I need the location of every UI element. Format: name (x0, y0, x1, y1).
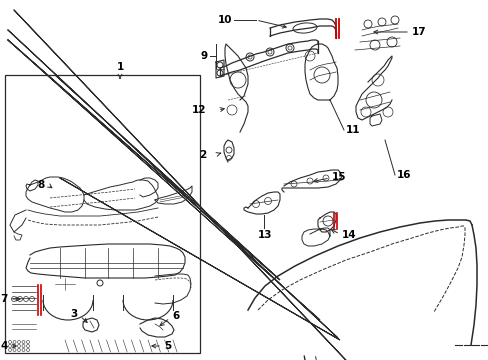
Text: 3: 3 (71, 309, 78, 319)
Text: 5: 5 (163, 341, 171, 351)
Text: 6: 6 (172, 311, 179, 321)
Text: 13: 13 (258, 230, 272, 240)
Text: 4: 4 (0, 341, 8, 351)
Text: 8: 8 (38, 180, 45, 190)
Text: 12: 12 (191, 105, 205, 115)
Text: 9: 9 (201, 51, 207, 61)
Text: 17: 17 (411, 27, 426, 37)
Text: 10: 10 (217, 15, 231, 25)
Text: 1: 1 (116, 62, 123, 72)
Text: 15: 15 (331, 172, 346, 182)
Text: 2: 2 (198, 150, 205, 160)
Text: 14: 14 (341, 230, 356, 240)
Text: 11: 11 (346, 125, 360, 135)
Text: 16: 16 (396, 170, 411, 180)
Bar (5, 75, 200, 353)
Text: 7: 7 (0, 294, 8, 304)
